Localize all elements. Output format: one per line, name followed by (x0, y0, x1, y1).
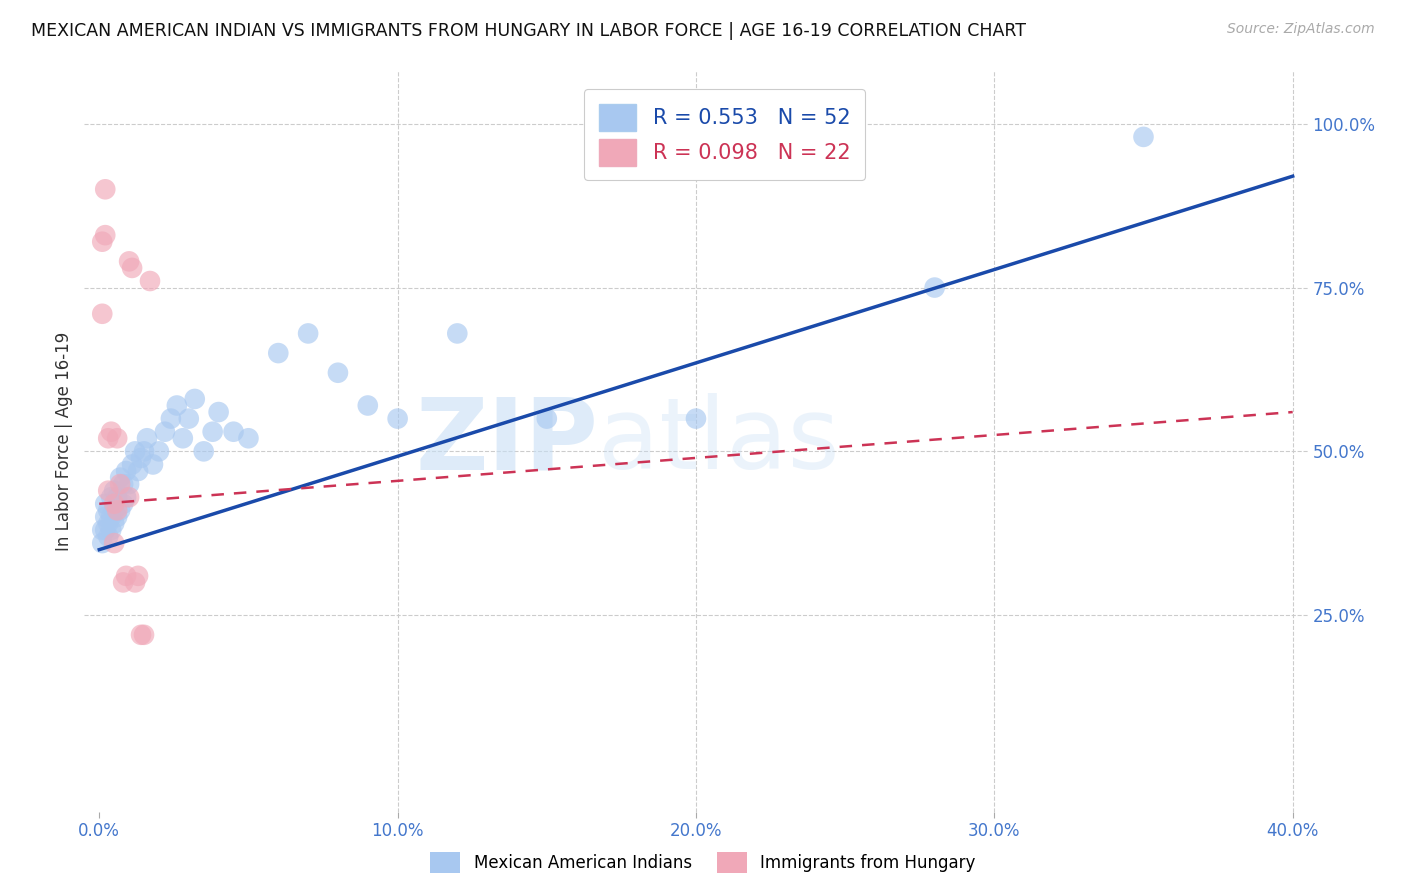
Point (108, 503, 131, 517)
Point (924, 280, 946, 294)
Text: atlas: atlas (598, 393, 839, 490)
Point (97, 516, 120, 531)
Point (166, 399, 188, 413)
Point (115, 569, 138, 583)
Point (94, 523, 117, 537)
Point (112, 575, 135, 590)
Point (127, 569, 149, 583)
Point (97, 503, 120, 517)
Point (685, 411, 707, 425)
Point (132, 628, 155, 642)
Point (118, 477, 141, 491)
Point (297, 326, 319, 341)
Point (103, 497, 125, 511)
Point (222, 425, 245, 439)
Point (446, 326, 468, 341)
Point (100, 523, 122, 537)
Point (100, 509, 122, 524)
Point (112, 497, 135, 511)
Point (357, 399, 380, 413)
Point (121, 458, 143, 472)
Point (100, 490, 122, 504)
Point (207, 405, 229, 419)
Point (172, 431, 194, 445)
Point (148, 444, 170, 458)
Point (94, 497, 117, 511)
Point (118, 254, 141, 268)
Point (103, 516, 125, 531)
Point (94, 509, 117, 524)
Point (94, 228, 117, 243)
Point (142, 458, 165, 472)
Point (136, 431, 159, 445)
Point (103, 483, 125, 498)
Point (536, 411, 558, 425)
Point (97, 530, 120, 544)
Point (160, 411, 183, 425)
Legend: Mexican American Indians, Immigrants from Hungary: Mexican American Indians, Immigrants fro… (423, 846, 983, 880)
Point (267, 346, 290, 360)
Point (112, 477, 135, 491)
Point (91, 235, 114, 249)
Point (91, 536, 114, 550)
Point (115, 490, 138, 504)
Text: ZIP: ZIP (415, 393, 598, 490)
Point (115, 464, 138, 478)
Point (1132, 129, 1154, 144)
Point (100, 425, 122, 439)
Point (105, 503, 128, 517)
Point (201, 425, 224, 439)
Point (103, 503, 125, 517)
Point (129, 450, 152, 465)
Point (184, 392, 207, 406)
Point (105, 431, 128, 445)
Point (97, 431, 120, 445)
Point (103, 536, 125, 550)
Point (97, 483, 120, 498)
Point (153, 425, 176, 439)
Point (121, 260, 143, 275)
Point (387, 411, 409, 425)
Point (177, 411, 200, 425)
Point (124, 575, 146, 590)
Y-axis label: In Labor Force | Age 16-19: In Labor Force | Age 16-19 (55, 332, 73, 551)
Point (139, 274, 162, 288)
Text: MEXICAN AMERICAN INDIAN VS IMMIGRANTS FROM HUNGARY IN LABOR FORCE | AGE 16-19 CO: MEXICAN AMERICAN INDIAN VS IMMIGRANTS FR… (31, 22, 1026, 40)
Point (118, 490, 141, 504)
Point (94, 182, 117, 196)
Point (91, 523, 114, 537)
Legend: R = 0.553   N = 52, R = 0.098   N = 22: R = 0.553 N = 52, R = 0.098 N = 22 (583, 89, 865, 180)
Point (326, 366, 349, 380)
Point (105, 509, 128, 524)
Point (105, 490, 128, 504)
Point (132, 444, 155, 458)
Point (124, 444, 146, 458)
Point (127, 464, 149, 478)
Point (193, 444, 215, 458)
Text: Source: ZipAtlas.com: Source: ZipAtlas.com (1227, 22, 1375, 37)
Point (108, 477, 131, 491)
Point (108, 470, 131, 484)
Point (129, 628, 152, 642)
Point (91, 307, 114, 321)
Point (238, 431, 260, 445)
